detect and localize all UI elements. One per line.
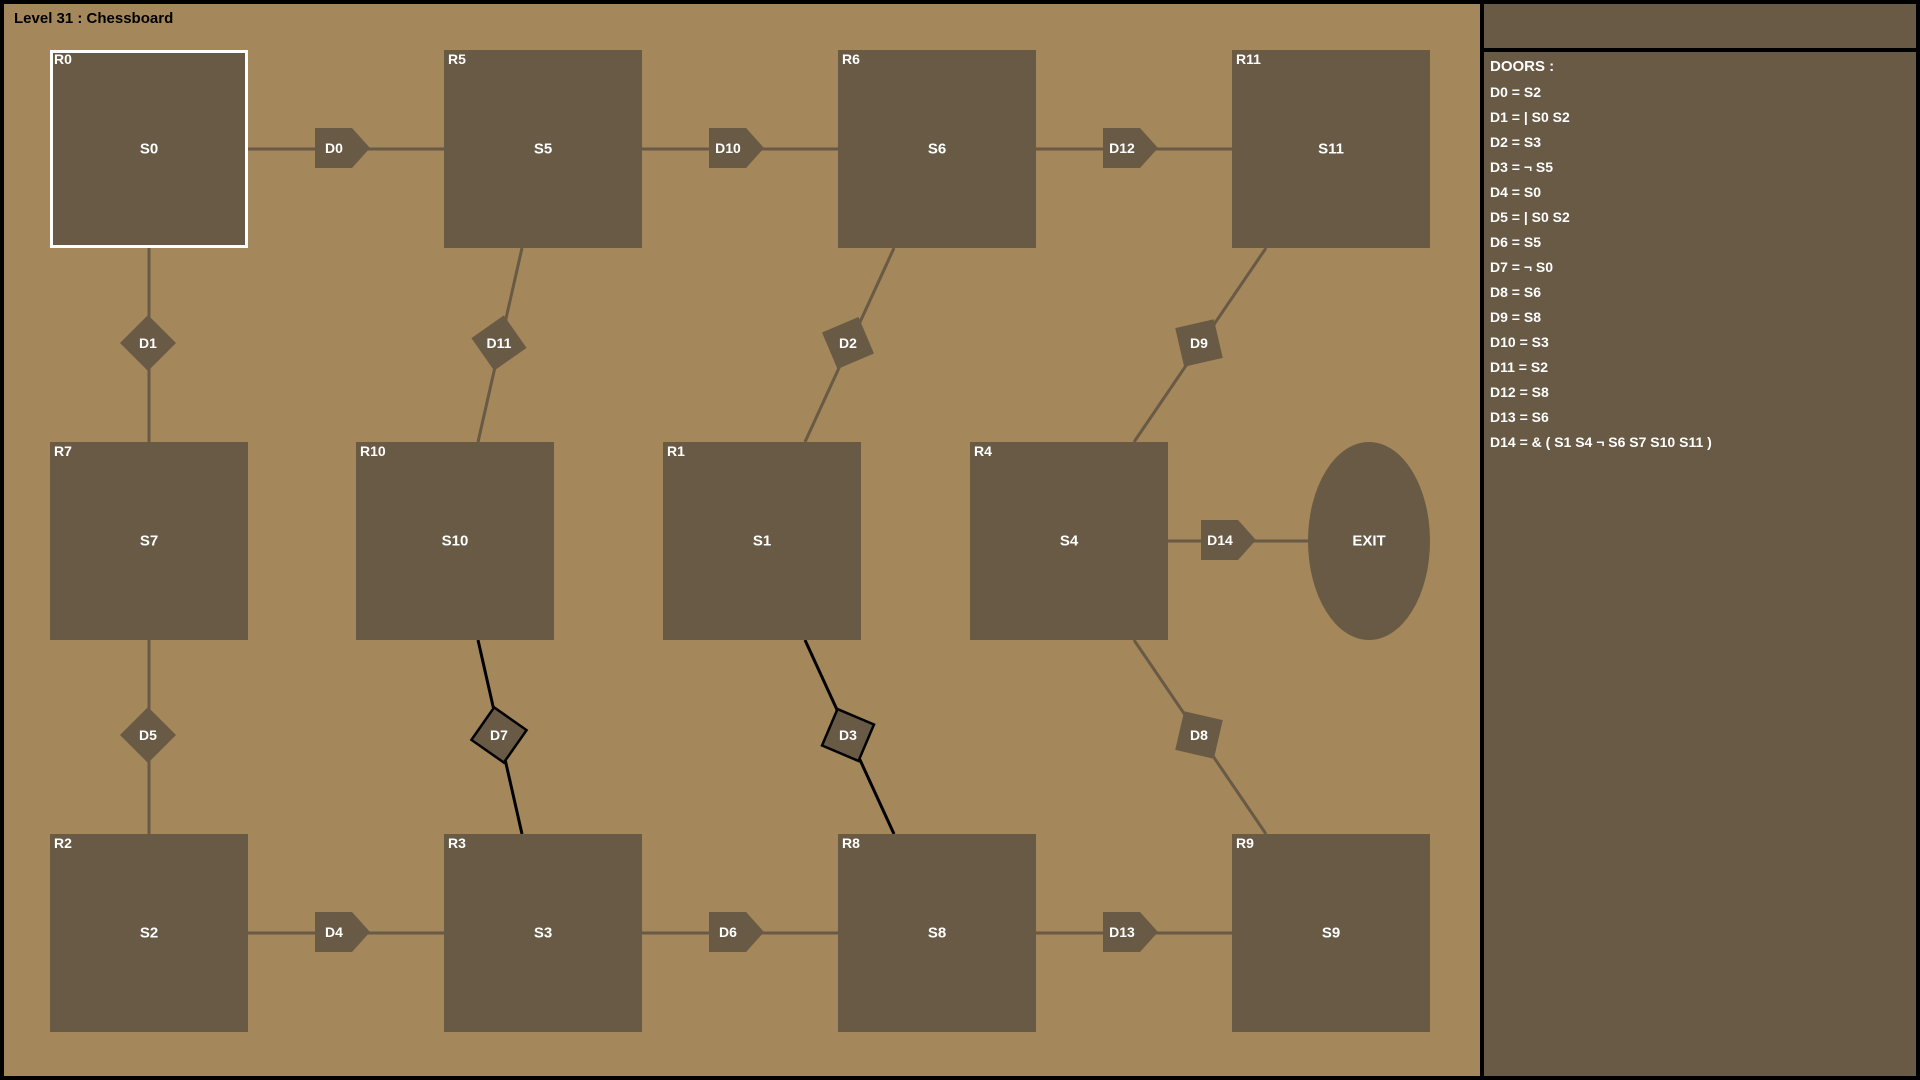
doors-title: DOORS : (1490, 58, 1555, 75)
room-r2[interactable] (50, 834, 248, 1032)
room-r11[interactable] (1232, 50, 1430, 248)
side-panel: DOORS : D0 = S2 D1 = | S0 S2 D2 = S3 D3 … (1484, 0, 1920, 1080)
room-r9[interactable] (1232, 834, 1430, 1032)
door-label: D1 (139, 335, 157, 351)
exit-room[interactable] (1308, 442, 1430, 640)
switch-s2[interactable]: S2 (139, 924, 159, 942)
switch-s4[interactable]: S4 (1059, 532, 1079, 550)
door-rule: D11 = S2 (1490, 359, 1548, 375)
exit-label: EXIT (1352, 532, 1386, 550)
room-r7[interactable] (50, 442, 248, 640)
door-rule: D2 = S3 (1490, 134, 1541, 150)
door-label: D14 (1207, 532, 1233, 548)
room-r6[interactable] (838, 50, 1036, 248)
door-label: D11 (486, 335, 512, 351)
door-rule: D10 = S3 (1490, 334, 1549, 350)
door-rules-panel: DOORS : D0 = S2 D1 = | S0 S2 D2 = S3 D3 … (1484, 52, 1916, 1076)
room-r0[interactable] (50, 50, 248, 248)
switch-s10[interactable]: S10 (441, 532, 469, 550)
door-d9[interactable] (1160, 304, 1237, 381)
door-label: D6 (719, 924, 737, 940)
door-rule: D12 = S8 (1490, 384, 1549, 400)
switch-s0[interactable]: S0 (139, 140, 159, 158)
level-title: Level 31 : Chessboard (14, 10, 174, 27)
door-rule: D5 = | S0 S2 (1490, 209, 1570, 225)
switch-s3[interactable]: S3 (533, 924, 553, 942)
switch-s8[interactable]: S8 (927, 924, 947, 942)
door-label: D7 (490, 727, 508, 743)
switch-s9[interactable]: S9 (1321, 924, 1341, 942)
door-d7[interactable] (467, 703, 532, 768)
door-d11[interactable] (467, 311, 532, 376)
room-r1[interactable] (663, 442, 861, 640)
switch-s7[interactable]: S7 (139, 532, 159, 550)
door-rule: D4 = S0 (1490, 184, 1541, 200)
room-r8[interactable] (838, 834, 1036, 1032)
door-label: D10 (715, 140, 741, 156)
room-r3[interactable] (444, 834, 642, 1032)
door-rule: D9 = S8 (1490, 309, 1541, 325)
door-d12[interactable] (1103, 128, 1158, 168)
door-rule: D8 = S6 (1490, 284, 1541, 300)
switch-s6[interactable]: S6 (927, 140, 947, 158)
door-label: D4 (325, 924, 343, 940)
switch-s11[interactable]: S11 (1318, 140, 1344, 158)
door-d14[interactable] (1201, 520, 1256, 560)
door-d5[interactable] (120, 707, 176, 763)
door-d10[interactable] (709, 128, 764, 168)
door-rule: D3 = ¬ S5 (1490, 159, 1554, 175)
room-r10[interactable] (356, 442, 554, 640)
door-d1[interactable] (120, 315, 176, 371)
door-rule: D1 = | S0 S2 (1490, 109, 1570, 125)
door-label: D8 (1190, 727, 1208, 743)
door-rule: D13 = S6 (1490, 409, 1549, 425)
door-rule: D6 = S5 (1490, 234, 1541, 250)
switch-s5[interactable]: S5 (533, 140, 553, 158)
switch-s1[interactable]: S1 (752, 532, 772, 550)
door-label: D0 (325, 140, 343, 156)
door-d4[interactable] (315, 912, 370, 952)
door-rule: D7 = ¬ S0 (1490, 259, 1554, 275)
door-connections (120, 128, 1308, 952)
door-d13[interactable] (1103, 912, 1158, 952)
door-label: D12 (1109, 140, 1135, 156)
door-d3[interactable] (812, 699, 885, 772)
door-d0[interactable] (315, 128, 370, 168)
room-r4[interactable] (970, 442, 1168, 640)
door-d6[interactable] (709, 912, 764, 952)
door-label: D13 (1109, 924, 1135, 940)
door-rule: D14 = & ( S1 S4 ¬ S6 S7 S10 S11 ) (1490, 434, 1712, 450)
door-label: D2 (839, 335, 857, 351)
door-rules-list: D0 = S2 D1 = | S0 S2 D2 = S3 D3 = ¬ S5 D… (1490, 83, 1712, 458)
side-panel-header (1484, 4, 1916, 48)
door-label: D3 (839, 727, 857, 743)
door-d8[interactable] (1160, 696, 1237, 773)
room-r5[interactable] (444, 50, 642, 248)
door-label: D9 (1190, 335, 1208, 351)
level-map: D0 D10 D12 D1 D11 D2 D9 D14 D5 D7 D3 D8 D4 D6 D13 R0 S0 R… (50, 50, 1430, 1032)
door-label: D5 (139, 727, 157, 743)
door-d2[interactable] (812, 307, 885, 380)
door-rule: D0 = S2 (1490, 84, 1541, 100)
